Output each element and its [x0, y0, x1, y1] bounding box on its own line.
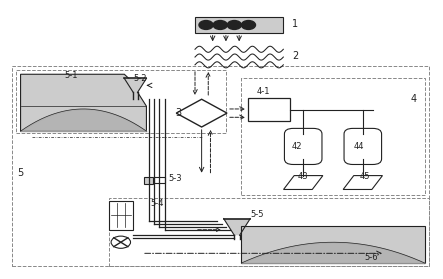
Bar	[109, 201, 133, 230]
Bar	[154, 177, 165, 182]
Text: 43: 43	[298, 172, 308, 181]
Text: 5-5: 5-5	[250, 210, 264, 219]
Text: 42: 42	[291, 142, 302, 151]
Text: 44: 44	[353, 142, 364, 151]
Bar	[195, 17, 284, 33]
Bar	[144, 177, 153, 184]
Bar	[16, 70, 226, 133]
Circle shape	[199, 21, 213, 29]
Circle shape	[227, 21, 241, 29]
Text: 2: 2	[292, 51, 299, 61]
Text: 4-1: 4-1	[256, 87, 270, 96]
Polygon shape	[241, 225, 425, 263]
Circle shape	[213, 21, 227, 29]
Circle shape	[111, 236, 131, 248]
Text: 4: 4	[411, 94, 417, 104]
Polygon shape	[284, 175, 323, 189]
Bar	[248, 98, 290, 121]
Text: 5-4: 5-4	[151, 199, 164, 208]
Circle shape	[241, 21, 256, 29]
Text: 5-3: 5-3	[168, 174, 182, 182]
Polygon shape	[124, 78, 147, 92]
Text: 5-2: 5-2	[133, 74, 147, 83]
Text: 45: 45	[360, 172, 370, 181]
Text: 5: 5	[17, 168, 24, 178]
FancyBboxPatch shape	[344, 128, 381, 165]
Text: 5-1: 5-1	[65, 71, 78, 80]
Text: 5-6: 5-6	[365, 253, 378, 262]
FancyBboxPatch shape	[284, 128, 322, 165]
Bar	[12, 66, 429, 266]
Polygon shape	[176, 99, 227, 127]
Text: 1: 1	[292, 19, 298, 29]
Polygon shape	[343, 175, 382, 189]
Polygon shape	[224, 219, 250, 235]
Text: 3: 3	[175, 108, 182, 118]
Polygon shape	[20, 74, 147, 131]
Bar	[241, 78, 425, 195]
Bar	[109, 198, 429, 266]
